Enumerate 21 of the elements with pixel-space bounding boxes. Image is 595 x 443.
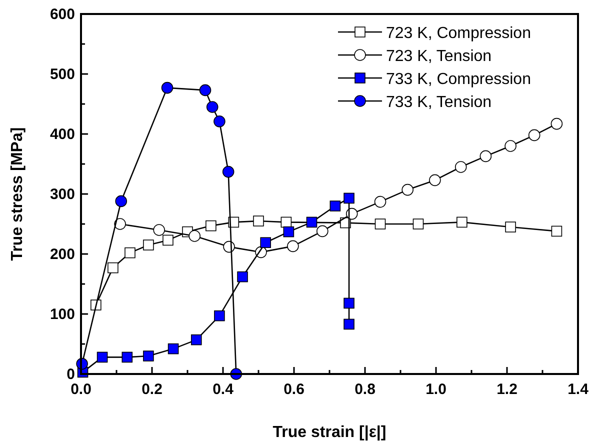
y-tick-label: 200 bbox=[50, 246, 75, 263]
y-tick-label: 300 bbox=[50, 186, 75, 203]
y-axis-title: True stress [MPa] bbox=[9, 127, 26, 261]
x-tick-label: 1.0 bbox=[426, 381, 446, 398]
y-tick-label: 400 bbox=[50, 126, 75, 143]
x-tick-label: 0.2 bbox=[142, 381, 162, 398]
y-tick-label: 0 bbox=[66, 366, 75, 383]
legend-label: 723 K, Tension bbox=[386, 48, 492, 65]
x-tick-label: 0.4 bbox=[212, 381, 234, 398]
x-axis-title: True strain [|ε|] bbox=[272, 424, 386, 441]
x-tick-label: 0.6 bbox=[284, 381, 304, 398]
x-tick-label: 0.8 bbox=[354, 381, 376, 398]
y-tick-label: 500 bbox=[50, 66, 75, 83]
legend-label: 733 K, Compression bbox=[386, 71, 531, 88]
x-tick-label: 1.2 bbox=[496, 381, 518, 398]
x-tick-label: 0.0 bbox=[70, 381, 92, 398]
y-tick-label: 100 bbox=[50, 306, 75, 323]
legend-label: 723 K, Compression bbox=[386, 25, 531, 42]
legend-label: 733 K, Tension bbox=[386, 94, 492, 111]
x-tick-label: 1.4 bbox=[568, 381, 590, 398]
y-tick-label: 600 bbox=[50, 6, 75, 23]
